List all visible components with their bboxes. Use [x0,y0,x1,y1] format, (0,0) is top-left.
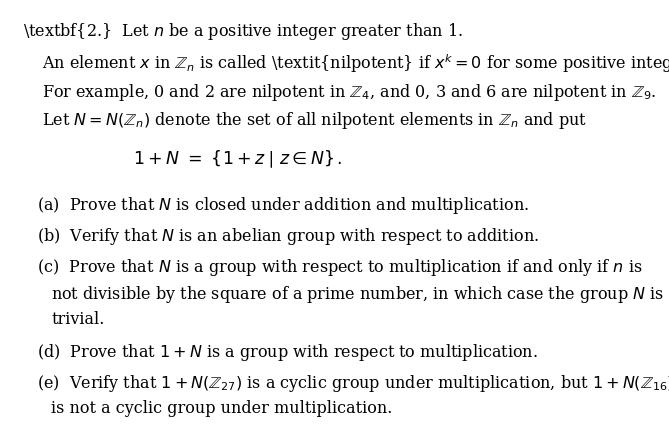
Text: (d)  Prove that $1 + N$ is a group with respect to multiplication.: (d) Prove that $1 + N$ is a group with r… [37,342,538,363]
Text: (a)  Prove that $N$ is closed under addition and multiplication.: (a) Prove that $N$ is closed under addit… [37,195,529,216]
Text: Let $N = N(\mathbb{Z}_n)$ denote the set of all nilpotent elements in $\mathbb{Z: Let $N = N(\mathbb{Z}_n)$ denote the set… [41,111,587,131]
Text: (c)  Prove that $N$ is a group with respect to multiplication if and only if $n$: (c) Prove that $N$ is a group with respe… [37,258,642,278]
Text: For example, 0 and 2 are nilpotent in $\mathbb{Z}_4$, and 0, 3 and 6 are nilpote: For example, 0 and 2 are nilpotent in $\… [41,82,656,103]
Text: (b)  Verify that $N$ is an abelian group with respect to addition.: (b) Verify that $N$ is an abelian group … [37,226,539,247]
Text: \textbf{2.}  Let $n$ be a positive integer greater than 1.: \textbf{2.} Let $n$ be a positive intege… [23,22,463,43]
Text: is not a cyclic group under multiplication.: is not a cyclic group under multiplicati… [51,400,393,417]
Text: $1 + N \ = \ \{1 + z \mid z \in N\}\,.$: $1 + N \ = \ \{1 + z \mid z \in N\}\,.$ [133,148,343,170]
Text: An element $x$ in $\mathbb{Z}_n$ is called \textit{nilpotent} if $x^k = 0$ for s: An element $x$ in $\mathbb{Z}_n$ is call… [41,52,669,75]
Text: (e)  Verify that $1 + N(\mathbb{Z}_{27})$ is a cyclic group under multiplication: (e) Verify that $1 + N(\mathbb{Z}_{27})$… [37,373,669,394]
Text: not divisible by the square of a prime number, in which case the group $N$ is: not divisible by the square of a prime n… [51,284,664,305]
Text: trivial.: trivial. [51,311,104,328]
